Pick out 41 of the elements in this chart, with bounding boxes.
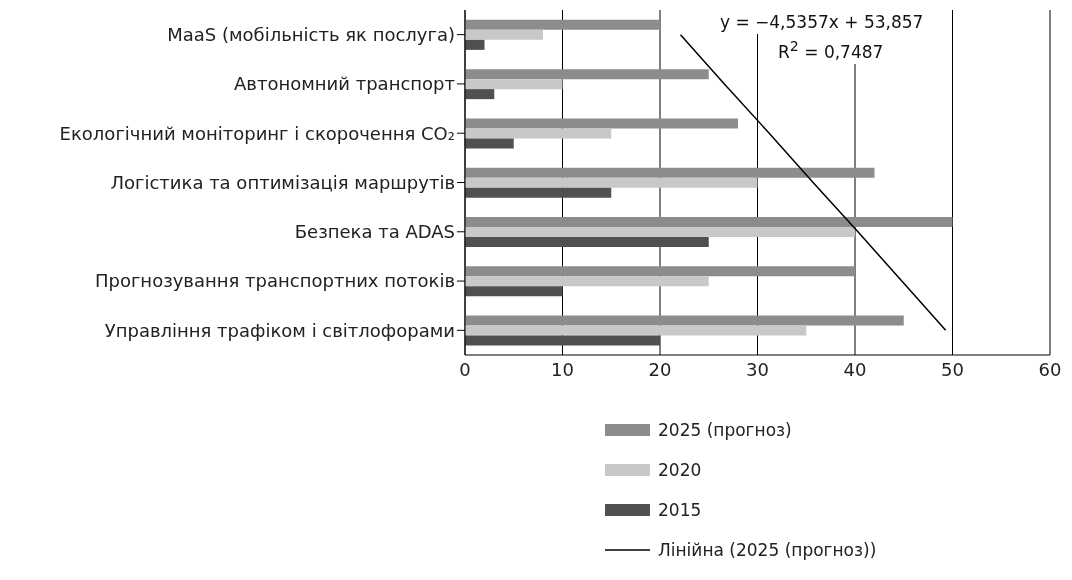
bar — [465, 286, 563, 297]
bar — [465, 79, 563, 90]
bar — [465, 315, 904, 326]
bar — [465, 177, 758, 188]
bar — [465, 276, 709, 287]
y-tick-label: MaaS (мобільність як послуга) — [167, 24, 455, 46]
bar — [465, 227, 855, 237]
bar — [465, 167, 875, 178]
legend-label: Лінійна (2025 (прогноз)) — [658, 540, 877, 560]
bar — [465, 29, 543, 40]
x-tick-label: 10 — [551, 358, 574, 380]
x-tick-label: 40 — [843, 358, 867, 380]
bar — [465, 237, 709, 247]
legend-label: 2015 — [658, 500, 702, 520]
y-tick-label: Прогнозування транспортних потоків — [94, 270, 455, 292]
y-tick-label: Логістика та оптимізація маршрутів — [110, 171, 455, 193]
bar — [465, 89, 495, 100]
bar — [465, 19, 660, 30]
bar — [465, 325, 807, 336]
bar — [465, 217, 953, 227]
bar — [465, 335, 660, 346]
annotation: y = −4,5357x + 53,857 — [695, 10, 927, 34]
bar — [465, 39, 485, 50]
x-tick-label: 30 — [746, 358, 769, 380]
y-tick-label: Безпека та ADAS — [294, 221, 455, 243]
y-tick-label: Екологічний моніторинг і скорочення CO₂ — [59, 122, 455, 144]
annotation: R$^{2}$ = 0,7487 — [775, 34, 887, 64]
y-tick-label: Автономний транспорт — [234, 73, 455, 95]
x-tick-label: 20 — [648, 358, 672, 380]
bar — [465, 138, 514, 149]
legend-label: 2025 (прогноз) — [658, 420, 792, 440]
x-tick-label: 50 — [941, 358, 964, 380]
bar — [465, 128, 612, 139]
x-tick-label: 60 — [1038, 358, 1062, 380]
legend-label: 2020 — [658, 460, 702, 480]
bar — [465, 69, 709, 80]
bar — [465, 187, 612, 198]
bar — [465, 266, 855, 277]
x-tick-label: 0 — [459, 358, 471, 380]
y-tick-label: Управління трафіком і світлофорами — [104, 319, 455, 341]
bar — [465, 118, 738, 129]
